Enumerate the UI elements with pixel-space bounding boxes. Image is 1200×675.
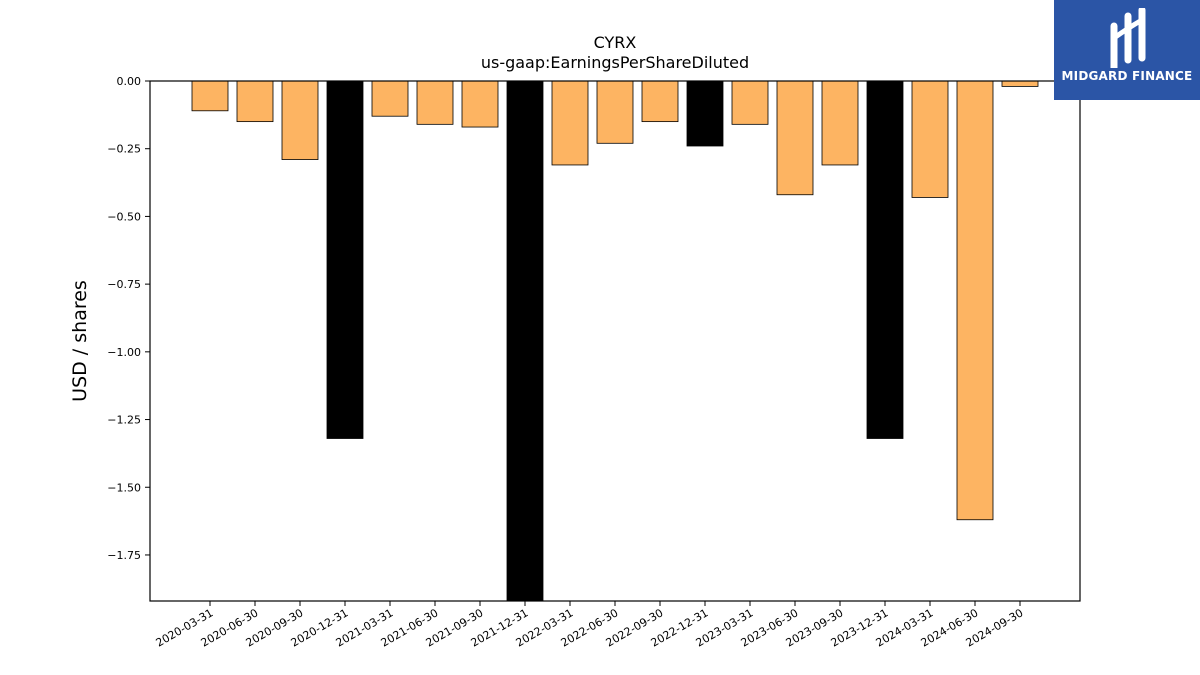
y-tick-label: −0.50 bbox=[107, 210, 141, 223]
bar-2023-03-31 bbox=[731, 80, 769, 125]
y-tick-label: −1.75 bbox=[107, 549, 141, 562]
y-axis: 0.00 −0.25 −0.50 −0.75 −1.00 −1.25 −1.50 −1.75 bbox=[107, 75, 150, 562]
bar-2024-03-31 bbox=[911, 80, 949, 198]
bar-2021-12-31 bbox=[506, 80, 544, 602]
chart-title: CYRX bbox=[594, 33, 637, 52]
bar-2023-09-30 bbox=[821, 80, 859, 166]
y-tick-label: −1.25 bbox=[107, 414, 141, 427]
y-tick-label: −0.75 bbox=[107, 278, 141, 291]
y-axis-label: USD / shares bbox=[69, 280, 91, 402]
bar-2022-03-31 bbox=[551, 80, 589, 166]
bar-2021-09-30 bbox=[461, 80, 499, 128]
x-axis: 2020-03-312020-06-302020-09-302020-12-31… bbox=[154, 601, 1026, 650]
midgard-finance-logo: MIDGARD FINANCE bbox=[1054, 0, 1200, 100]
bar-2020-12-31 bbox=[326, 80, 364, 439]
bar-2020-09-30 bbox=[281, 80, 319, 160]
chart-subtitle: us-gaap:EarningsPerShareDiluted bbox=[481, 53, 749, 72]
y-tick-label: −1.50 bbox=[107, 481, 141, 494]
bar-2022-09-30 bbox=[641, 80, 679, 123]
bar-2020-06-30 bbox=[236, 80, 274, 123]
bar-2023-12-31 bbox=[866, 80, 904, 439]
bar-2020-03-31 bbox=[191, 80, 229, 112]
logo-mark-icon bbox=[1110, 8, 1146, 68]
bars-group bbox=[191, 80, 1039, 602]
bar-2022-06-30 bbox=[596, 80, 634, 144]
bar-2024-09-30 bbox=[1001, 80, 1039, 87]
bar-2022-12-31 bbox=[686, 80, 724, 147]
y-tick-label: −0.25 bbox=[107, 143, 141, 156]
bar-2021-06-30 bbox=[416, 80, 454, 125]
plot-frame bbox=[149, 80, 1081, 602]
bar-2024-06-30 bbox=[956, 80, 994, 521]
y-tick-label: 0.00 bbox=[117, 75, 142, 88]
bar-2021-03-31 bbox=[371, 80, 409, 117]
bar-2023-06-30 bbox=[776, 80, 814, 196]
logo-text: MIDGARD FINANCE bbox=[1061, 69, 1193, 83]
y-tick-label: −1.00 bbox=[107, 346, 141, 359]
